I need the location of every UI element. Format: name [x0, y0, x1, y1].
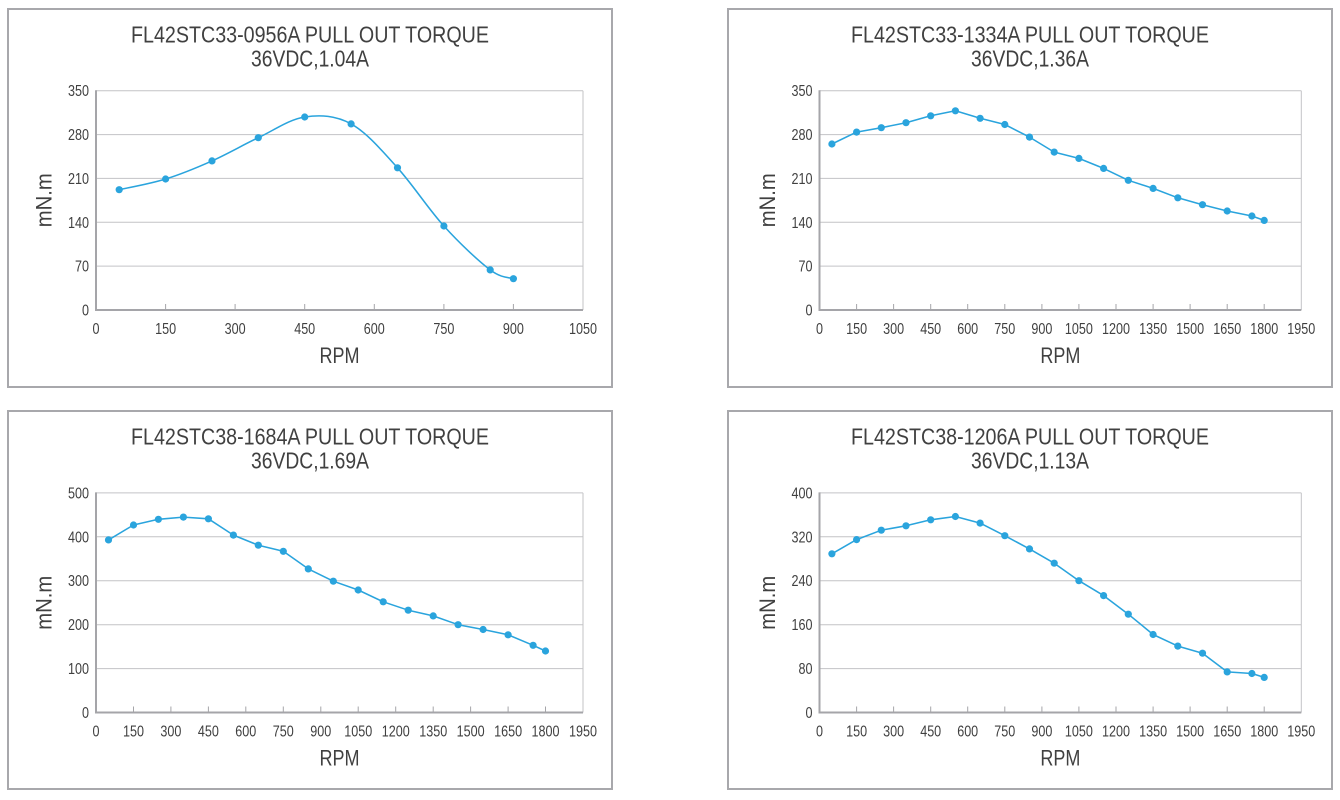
svg-text:1050: 1050 [569, 321, 597, 338]
svg-text:36VDC,1.69A: 36VDC,1.69A [251, 448, 370, 474]
svg-text:0: 0 [806, 705, 813, 722]
svg-text:300: 300 [160, 724, 181, 741]
svg-text:1650: 1650 [1213, 321, 1241, 338]
svg-text:200: 200 [68, 617, 89, 634]
svg-text:1350: 1350 [1139, 321, 1167, 338]
svg-text:350: 350 [792, 83, 813, 100]
svg-text:100: 100 [68, 661, 89, 678]
svg-text:500: 500 [68, 485, 89, 502]
svg-text:450: 450 [920, 321, 941, 338]
svg-text:300: 300 [883, 724, 904, 741]
svg-text:36VDC,1.36A: 36VDC,1.36A [971, 46, 1090, 72]
svg-text:600: 600 [235, 724, 256, 741]
svg-text:1800: 1800 [1250, 321, 1278, 338]
svg-text:RPM: RPM [1040, 746, 1080, 771]
svg-text:210: 210 [792, 171, 813, 188]
svg-text:750: 750 [994, 724, 1015, 741]
svg-text:450: 450 [920, 724, 941, 741]
svg-text:1200: 1200 [382, 724, 410, 741]
svg-text:1650: 1650 [494, 724, 522, 741]
svg-text:1650: 1650 [1213, 724, 1241, 741]
svg-text:0: 0 [816, 724, 823, 741]
svg-text:240: 240 [792, 573, 813, 590]
svg-text:300: 300 [883, 321, 904, 338]
svg-text:350: 350 [68, 83, 89, 100]
svg-text:1500: 1500 [1176, 724, 1204, 741]
svg-text:RPM: RPM [1040, 343, 1080, 368]
svg-text:1350: 1350 [419, 724, 447, 741]
svg-text:1050: 1050 [1065, 321, 1093, 338]
svg-text:0: 0 [806, 303, 813, 320]
svg-text:1950: 1950 [1287, 724, 1315, 741]
svg-text:600: 600 [957, 321, 978, 338]
svg-text:900: 900 [1031, 321, 1052, 338]
svg-text:150: 150 [846, 724, 867, 741]
svg-text:400: 400 [68, 529, 89, 546]
svg-text:900: 900 [1031, 724, 1052, 741]
svg-text:36VDC,1.04A: 36VDC,1.04A [251, 46, 370, 72]
svg-text:150: 150 [123, 724, 144, 741]
svg-text:0: 0 [816, 321, 823, 338]
svg-text:280: 280 [68, 127, 89, 144]
svg-text:400: 400 [792, 485, 813, 502]
svg-text:300: 300 [68, 573, 89, 590]
svg-text:0: 0 [82, 303, 89, 320]
svg-text:750: 750 [273, 724, 294, 741]
svg-text:600: 600 [957, 724, 978, 741]
svg-text:160: 160 [792, 617, 813, 634]
svg-text:1800: 1800 [532, 724, 560, 741]
svg-text:FL42STC33-0956A PULL OUT TORQU: FL42STC33-0956A PULL OUT TORQUE [131, 22, 489, 48]
svg-text:1200: 1200 [1102, 724, 1130, 741]
svg-text:mN.m: mN.m [755, 576, 780, 630]
svg-text:0: 0 [93, 724, 100, 741]
svg-text:FL42STC38-1684A PULL OUT TORQU: FL42STC38-1684A PULL OUT TORQUE [131, 424, 489, 450]
svg-text:1950: 1950 [1287, 321, 1315, 338]
svg-text:900: 900 [503, 321, 524, 338]
svg-text:150: 150 [846, 321, 867, 338]
svg-text:1800: 1800 [1250, 724, 1278, 741]
svg-text:750: 750 [433, 321, 454, 338]
svg-text:150: 150 [155, 321, 176, 338]
svg-text:1050: 1050 [1065, 724, 1093, 741]
svg-text:900: 900 [310, 724, 331, 741]
svg-text:mN.m: mN.m [31, 576, 56, 630]
svg-text:1500: 1500 [1176, 321, 1204, 338]
svg-text:140: 140 [792, 215, 813, 232]
svg-text:FL42STC38-1206A PULL OUT TORQU: FL42STC38-1206A PULL OUT TORQUE [851, 424, 1209, 450]
svg-text:1500: 1500 [457, 724, 485, 741]
svg-text:70: 70 [75, 259, 89, 276]
svg-text:FL42STC33-1334A PULL OUT TORQU: FL42STC33-1334A PULL OUT TORQUE [851, 22, 1209, 48]
svg-text:80: 80 [799, 661, 813, 678]
svg-text:600: 600 [364, 321, 385, 338]
svg-text:mN.m: mN.m [755, 173, 780, 227]
svg-text:300: 300 [225, 321, 246, 338]
svg-text:70: 70 [799, 259, 813, 276]
svg-text:0: 0 [82, 705, 89, 722]
svg-text:1050: 1050 [344, 724, 372, 741]
svg-text:1950: 1950 [569, 724, 597, 741]
svg-text:210: 210 [68, 171, 89, 188]
svg-text:140: 140 [68, 215, 89, 232]
svg-text:320: 320 [792, 529, 813, 546]
svg-text:280: 280 [792, 127, 813, 144]
svg-text:RPM: RPM [320, 746, 360, 771]
svg-text:450: 450 [294, 321, 315, 338]
svg-text:36VDC,1.13A: 36VDC,1.13A [971, 448, 1090, 474]
svg-text:450: 450 [198, 724, 219, 741]
svg-text:1200: 1200 [1102, 321, 1130, 338]
svg-text:1350: 1350 [1139, 724, 1167, 741]
svg-text:RPM: RPM [320, 343, 360, 368]
svg-text:mN.m: mN.m [31, 173, 56, 227]
svg-text:0: 0 [93, 321, 100, 338]
svg-text:750: 750 [994, 321, 1015, 338]
